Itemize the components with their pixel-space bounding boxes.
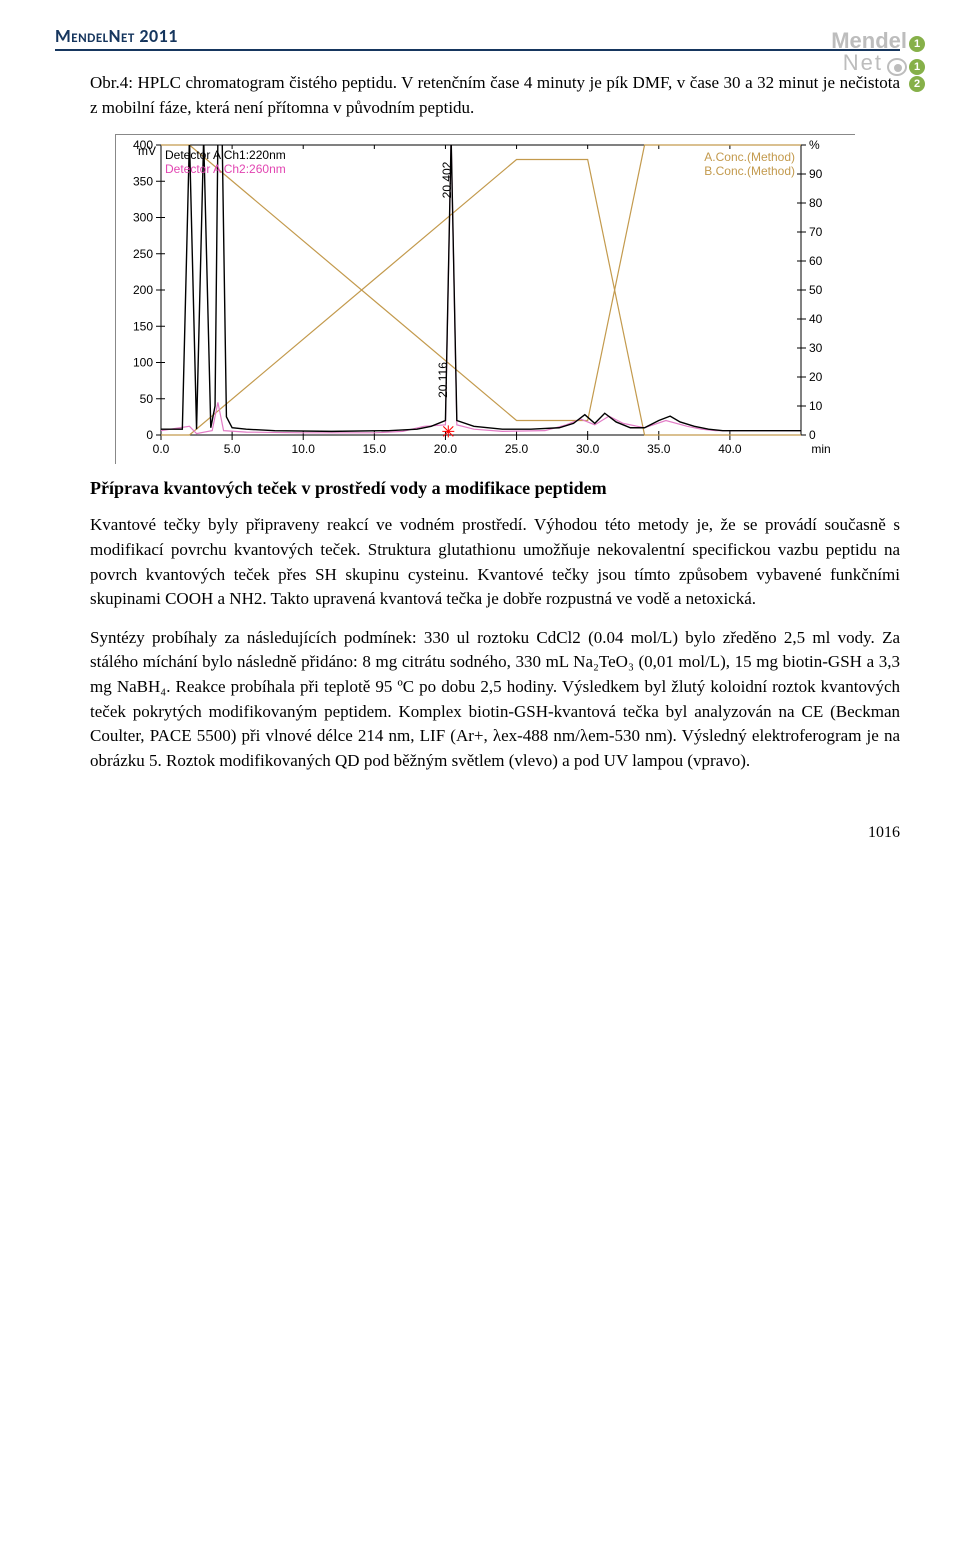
logo: Mendel1 Net 1 2 [831, 30, 925, 92]
svg-text:20.0: 20.0 [434, 442, 458, 456]
svg-text:80: 80 [809, 196, 823, 210]
svg-text:40: 40 [809, 312, 823, 326]
section-heading: Příprava kvantových teček v prostředí vo… [90, 478, 900, 499]
svg-text:10.0: 10.0 [292, 442, 316, 456]
svg-text:50: 50 [140, 392, 154, 406]
svg-text:200: 200 [133, 283, 153, 297]
svg-text:300: 300 [133, 211, 153, 225]
para-1: Kvantové tečky byly připraveny reakcí ve… [90, 513, 900, 612]
svg-text:Detector A Ch2:260nm: Detector A Ch2:260nm [165, 162, 286, 176]
svg-text:90: 90 [809, 167, 823, 181]
svg-text:mV: mV [138, 144, 156, 158]
hplc-chromatogram-chart: 050100150200250300350400mV01020304050607… [115, 134, 855, 464]
page-number: 1016 [90, 824, 900, 842]
svg-text:Detector A Ch1:220nm: Detector A Ch1:220nm [165, 148, 286, 162]
svg-text:25.0: 25.0 [505, 442, 529, 456]
svg-text:B.Conc.(Method): B.Conc.(Method) [704, 164, 795, 178]
logo-word2: Net [843, 50, 883, 75]
logo-badge-2: 1 [909, 59, 925, 75]
svg-text:0: 0 [809, 428, 816, 442]
svg-text:%: % [809, 138, 820, 152]
svg-text:35.0: 35.0 [647, 442, 671, 456]
svg-text:min: min [811, 442, 830, 456]
para-2: Syntézy probíhaly za následujících podmí… [90, 626, 900, 774]
svg-text:350: 350 [133, 175, 153, 189]
svg-text:250: 250 [133, 247, 153, 261]
svg-text:100: 100 [133, 356, 153, 370]
svg-text:5.0: 5.0 [224, 442, 241, 456]
logo-badge-1: 1 [909, 36, 925, 52]
svg-text:10: 10 [809, 399, 823, 413]
svg-text:30.0: 30.0 [576, 442, 600, 456]
svg-text:0.0: 0.0 [153, 442, 170, 456]
page-header: MendelNet 2011 [55, 25, 900, 51]
logo-word1: Mendel [831, 28, 907, 53]
svg-text:A.Conc.(Method): A.Conc.(Method) [704, 150, 795, 164]
svg-text:40.0: 40.0 [718, 442, 742, 456]
svg-text:20.402: 20.402 [440, 162, 454, 199]
svg-text:30: 30 [809, 341, 823, 355]
svg-text:20.116: 20.116 [436, 362, 450, 398]
svg-text:15.0: 15.0 [363, 442, 387, 456]
logo-badge-3: 2 [909, 76, 925, 92]
figure-caption: Obr.4: HPLC chromatogram čistého peptidu… [90, 71, 900, 120]
svg-text:50: 50 [809, 283, 823, 297]
svg-text:20: 20 [809, 370, 823, 384]
svg-text:0: 0 [146, 428, 153, 442]
header-title: MendelNet 2011 [55, 25, 900, 49]
svg-text:150: 150 [133, 320, 153, 334]
svg-text:60: 60 [809, 254, 823, 268]
svg-text:70: 70 [809, 225, 823, 239]
